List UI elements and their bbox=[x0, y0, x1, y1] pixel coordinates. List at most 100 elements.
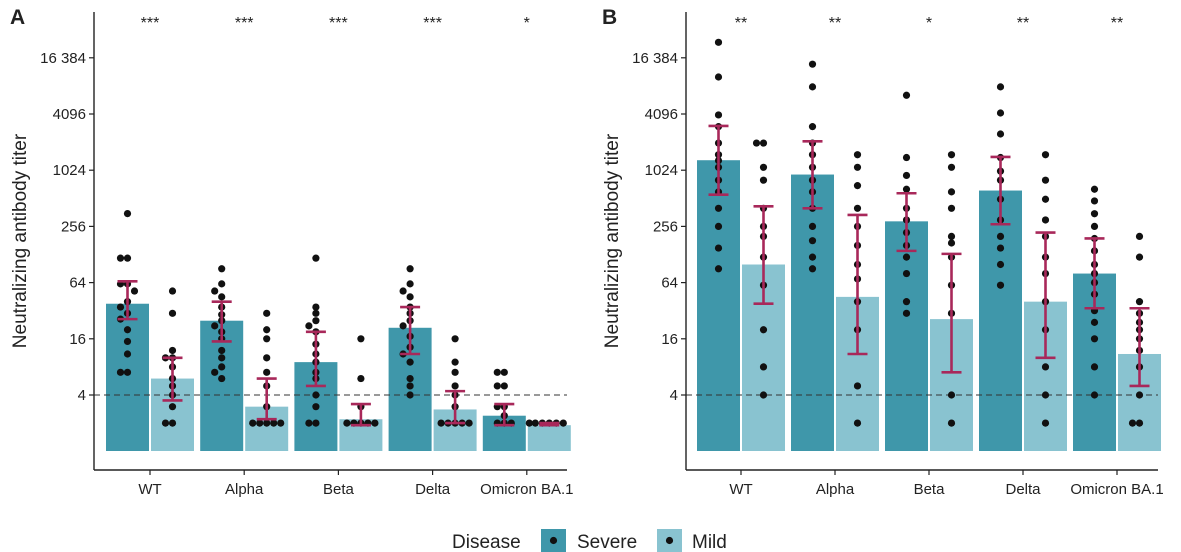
y-tick-label: 16 384 bbox=[632, 50, 678, 67]
data-point-mild bbox=[451, 358, 459, 366]
data-point-severe bbox=[406, 374, 414, 383]
data-point-severe bbox=[714, 111, 723, 119]
significance-label: ** bbox=[1017, 15, 1029, 32]
error-bar-mild bbox=[539, 421, 560, 427]
data-point-mild bbox=[1135, 253, 1144, 261]
data-point-severe bbox=[116, 303, 125, 311]
x-tick-label: Alpha bbox=[816, 481, 855, 498]
significance-label: ** bbox=[1111, 15, 1123, 32]
data-point-mild bbox=[752, 139, 761, 147]
error-bar-severe bbox=[990, 155, 1011, 226]
data-point-severe bbox=[406, 265, 414, 273]
data-point-severe bbox=[123, 337, 132, 346]
data-point-severe bbox=[714, 222, 723, 230]
data-point-severe bbox=[312, 419, 320, 427]
y-axis-label: Neutralizing antibody titer bbox=[10, 133, 31, 348]
data-point-severe bbox=[902, 185, 911, 193]
data-point-severe bbox=[399, 287, 407, 295]
x-tick-label: Beta bbox=[914, 481, 946, 498]
data-point-severe bbox=[312, 391, 320, 399]
error-bar-severe bbox=[896, 191, 917, 253]
data-point-mild bbox=[168, 419, 177, 427]
data-point-mild bbox=[531, 419, 539, 427]
data-point-mild bbox=[263, 309, 271, 317]
error-bar-mild bbox=[445, 389, 466, 425]
data-point-mild bbox=[263, 326, 271, 334]
data-point-mild bbox=[168, 346, 177, 355]
data-point-severe bbox=[808, 253, 817, 261]
data-point-mild bbox=[853, 151, 862, 159]
data-point-mild bbox=[1135, 419, 1144, 427]
data-point-severe bbox=[305, 322, 313, 330]
x-tick-label: WT bbox=[138, 481, 161, 498]
data-point-mild bbox=[451, 382, 459, 390]
significance-label: *** bbox=[423, 15, 442, 32]
data-point-severe bbox=[406, 358, 414, 366]
x-tick-label: WT bbox=[729, 481, 752, 498]
data-point-severe bbox=[116, 254, 125, 262]
x-tick-label: Delta bbox=[1005, 481, 1041, 498]
error-bar-severe bbox=[305, 330, 326, 388]
data-point-mild bbox=[759, 363, 768, 371]
data-point-mild bbox=[263, 335, 271, 343]
data-point-mild bbox=[947, 204, 956, 212]
data-point-mild bbox=[1041, 195, 1050, 203]
data-point-mild bbox=[451, 368, 459, 376]
data-point-severe bbox=[406, 382, 414, 390]
data-point-severe bbox=[211, 368, 219, 376]
y-tick-label: 256 bbox=[653, 218, 678, 235]
data-point-mild bbox=[277, 419, 285, 427]
bar-severe-delta bbox=[979, 190, 1022, 452]
y-tick-label: 4 bbox=[78, 387, 86, 404]
data-point-severe bbox=[902, 171, 911, 180]
data-point-mild bbox=[343, 419, 351, 427]
panel-letter: A bbox=[10, 6, 25, 29]
data-point-severe bbox=[996, 83, 1005, 91]
data-point-severe bbox=[714, 73, 723, 81]
data-point-mild bbox=[947, 163, 956, 171]
significance-label: *** bbox=[141, 15, 160, 32]
data-point-mild bbox=[263, 354, 271, 362]
legend-point bbox=[665, 536, 674, 545]
data-point-severe bbox=[1090, 335, 1099, 343]
data-point-severe bbox=[808, 83, 817, 91]
error-bar-mild bbox=[753, 205, 774, 306]
x-tick-label: Beta bbox=[323, 481, 355, 498]
data-point-severe bbox=[1090, 318, 1099, 326]
data-point-severe bbox=[218, 354, 226, 362]
data-point-severe bbox=[305, 419, 313, 427]
data-point-mild bbox=[1041, 391, 1050, 399]
data-point-severe bbox=[1090, 222, 1099, 230]
data-point-severe bbox=[406, 293, 414, 301]
y-tick-label: 256 bbox=[61, 218, 86, 235]
data-point-mild bbox=[853, 419, 862, 427]
y-tick-label: 16 384 bbox=[40, 50, 86, 67]
data-point-mild bbox=[759, 326, 768, 334]
data-point-severe bbox=[500, 368, 508, 376]
data-point-mild bbox=[759, 391, 768, 399]
data-point-severe bbox=[312, 254, 320, 262]
data-point-mild bbox=[1041, 419, 1050, 427]
y-axis-label: Neutralizing antibody titer bbox=[602, 133, 623, 348]
data-point-severe bbox=[123, 326, 132, 334]
data-point-mild bbox=[947, 391, 956, 399]
data-point-severe bbox=[123, 210, 132, 218]
data-point-mild bbox=[256, 419, 264, 427]
data-point-mild bbox=[371, 419, 379, 427]
y-tick-label: 4096 bbox=[53, 106, 86, 123]
error-bar-severe bbox=[400, 305, 421, 356]
data-point-severe bbox=[996, 109, 1005, 117]
error-bar-mild bbox=[162, 356, 183, 402]
data-point-severe bbox=[714, 244, 723, 252]
data-point-mild bbox=[249, 419, 257, 427]
data-point-severe bbox=[399, 322, 407, 330]
data-point-severe bbox=[996, 232, 1005, 241]
data-point-severe bbox=[312, 303, 320, 311]
error-bar-mild bbox=[1035, 231, 1056, 360]
data-point-severe bbox=[218, 374, 226, 383]
data-point-severe bbox=[1090, 197, 1099, 205]
significance-label: ** bbox=[735, 15, 747, 32]
data-point-mild bbox=[1041, 176, 1050, 184]
